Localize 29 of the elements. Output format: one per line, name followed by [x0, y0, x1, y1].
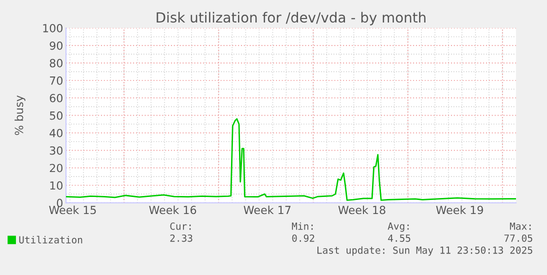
y-tick-label: 70 — [50, 76, 62, 85]
text: 4.55 — [388, 234, 410, 242]
text: 0.92 — [292, 234, 314, 242]
legend-label: Utilization — [19, 236, 82, 244]
y-tick-label: 20 — [50, 164, 62, 172]
text: Min: — [292, 222, 313, 230]
y-tick-label: 40 — [50, 128, 62, 138]
y-tick-label: 60 — [50, 94, 62, 102]
text: Max: — [510, 222, 531, 230]
chart-title: Disk utilization for /dev/vda - by month — [156, 12, 426, 26]
text: 2.33 — [170, 234, 192, 242]
text: 77.05 — [504, 234, 532, 242]
y-tick-label: 0 — [56, 198, 62, 208]
y-tick-label: 90 — [50, 41, 62, 50]
y-tick-label: 80 — [50, 58, 62, 68]
line-series — [66, 118, 516, 201]
x-tick-label: Week 19 — [436, 206, 484, 214]
x-tick-label: Week 15 — [49, 206, 96, 214]
x-tick-label: Week 16 — [149, 206, 196, 214]
text: Cur: — [170, 222, 191, 230]
y-axis-title: % busy — [14, 95, 26, 136]
y-tick-label: 10 — [50, 181, 62, 190]
x-tick-label: Week 17 — [244, 206, 290, 214]
y-tick-label: 50 — [50, 111, 62, 120]
text: Avg: — [388, 222, 409, 232]
text: Last update: Sun May 11 23:50:13 2025 — [317, 246, 532, 256]
y-tick-label: 30 — [50, 146, 62, 155]
y-tick-label: 100 — [43, 24, 62, 32]
x-tick-label: Week 18 — [338, 206, 386, 214]
